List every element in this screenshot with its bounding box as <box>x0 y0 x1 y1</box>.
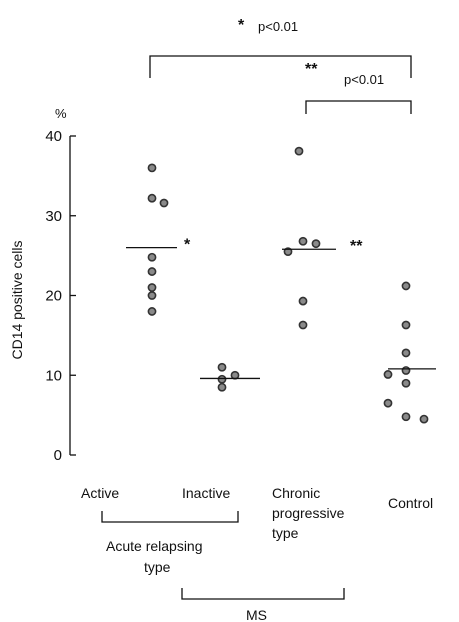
significance-brackets: * p<0.01 ** p<0.01 <box>149 17 412 114</box>
group-significance-marker: * <box>184 237 191 254</box>
y-unit-label: % <box>55 106 67 121</box>
data-point <box>401 412 411 422</box>
data-point <box>217 374 227 384</box>
data-point <box>383 398 393 408</box>
data-point <box>147 307 157 316</box>
y-tick-label: 40 <box>45 128 62 145</box>
data-point <box>401 281 411 291</box>
data-point <box>401 366 411 375</box>
data-point <box>159 198 169 208</box>
data-point <box>401 320 411 330</box>
y-ticks: 0 10 20 30 40 <box>45 128 76 464</box>
data-point <box>311 239 321 249</box>
data-point <box>419 414 429 424</box>
group-annotations: Acute relapsing type MS <box>101 511 345 622</box>
bracket-chronic-control <box>305 100 412 114</box>
group-1 <box>200 362 260 392</box>
data-point <box>294 146 304 156</box>
data-point <box>147 291 157 300</box>
category-label-chronic-2: progressive <box>272 505 345 521</box>
y-axis: 0 10 20 30 40 % CD14 positive cells <box>9 106 76 464</box>
bracket-ms <box>181 588 345 600</box>
group-label-acute-1: Acute relapsing <box>106 538 203 554</box>
data-point <box>147 163 157 173</box>
group-label-acute-2: type <box>144 559 171 575</box>
data-point <box>383 370 393 379</box>
data-point <box>298 296 308 306</box>
data-point <box>147 283 157 292</box>
data-point <box>298 236 308 246</box>
category-label-inactive: Inactive <box>182 485 230 501</box>
data-point <box>217 382 227 392</box>
bracket-active-control <box>149 55 412 78</box>
data-point <box>298 320 308 330</box>
data-point <box>401 348 411 358</box>
y-tick-label: 20 <box>45 288 62 305</box>
y-tick-label: 30 <box>45 208 62 225</box>
significance-star-2: ** <box>305 61 318 78</box>
group-significance-marker: ** <box>350 238 363 255</box>
category-label-active: Active <box>81 485 119 501</box>
group-3 <box>383 281 436 424</box>
significance-text-1: p<0.01 <box>258 19 298 34</box>
group-label-ms: MS <box>246 607 267 622</box>
data-point <box>217 362 227 372</box>
significance-text-2: p<0.01 <box>344 72 384 87</box>
data-point <box>147 267 157 276</box>
data-point <box>147 193 157 203</box>
y-tick-label: 10 <box>45 367 62 384</box>
data-point <box>401 378 411 388</box>
y-tick-label: 0 <box>54 447 62 464</box>
y-axis-label: CD14 positive cells <box>9 240 25 359</box>
significance-star-1: * <box>238 17 245 34</box>
data-point <box>147 252 157 262</box>
bracket-acute-relapsing <box>101 511 239 523</box>
group-2: ** <box>282 146 363 330</box>
category-label-control: Control <box>388 495 433 511</box>
category-label-chronic-1: Chronic <box>272 485 320 501</box>
category-label-chronic-3: type <box>272 525 299 541</box>
group-0: * <box>126 163 191 316</box>
data-point <box>230 370 240 380</box>
category-labels: Active Inactive Chronic progressive type… <box>81 485 433 541</box>
data-groups: * ** <box>126 146 436 424</box>
